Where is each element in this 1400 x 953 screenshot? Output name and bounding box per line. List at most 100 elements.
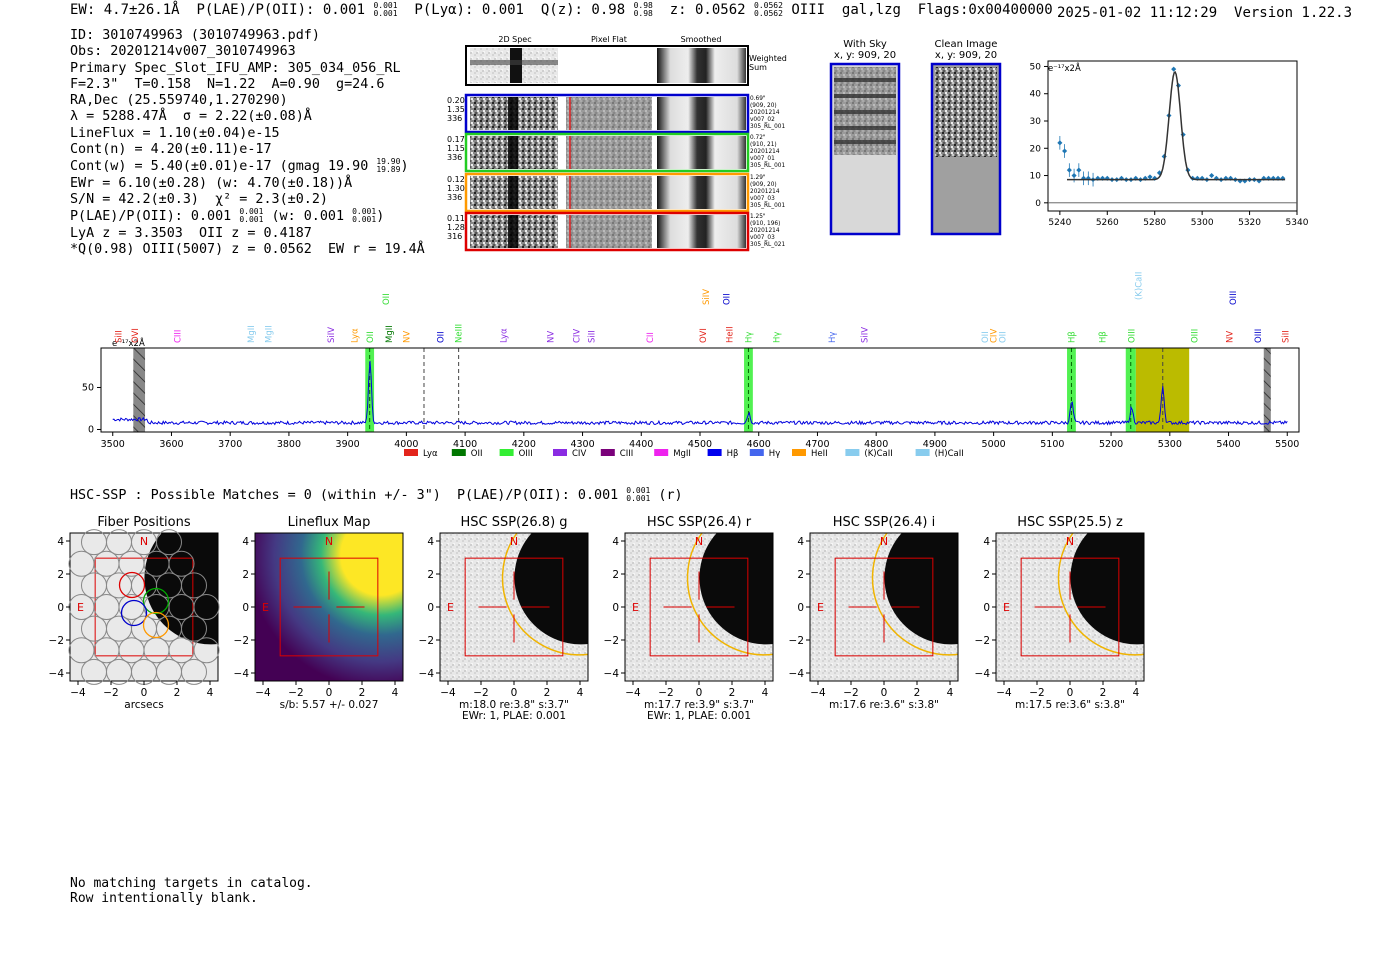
legend-item: Lyα <box>404 449 438 459</box>
panel-title: Lineflux Map <box>288 515 371 530</box>
svg-text:(K)CaII: (K)CaII <box>864 449 892 459</box>
spectrum-xtick-label: 4000 <box>394 439 418 450</box>
east-marker: E <box>817 601 824 614</box>
legend-item: Hβ <box>707 449 738 459</box>
weighted-label-2: Sum <box>749 63 767 72</box>
cutout-row-value: 0.12 <box>447 175 465 184</box>
zoom-fit-curve <box>1067 70 1286 181</box>
hsc-summary: HSC-SSP : Possible Matches = 0 (within +… <box>70 486 683 504</box>
cutout-row-value: 336 <box>447 153 462 162</box>
north-marker: N <box>140 535 148 548</box>
clean-image-title: Clean Image <box>935 39 998 50</box>
spectrum-frame <box>100 347 1300 433</box>
legend-item: MgII <box>654 449 691 459</box>
panel-xtick-label: 0 <box>1067 687 1074 699</box>
weighted-label-1: Weighted <box>749 54 787 63</box>
masked-band <box>1263 348 1271 432</box>
spectrum-ytick-label: 0 <box>88 424 94 435</box>
header-ew: EW: 4.7±26.1Å <box>70 2 180 18</box>
panel-xtick-label: 2 <box>174 687 181 699</box>
cutout-row-value: 1.28 <box>447 223 465 232</box>
north-marker: N <box>695 535 703 548</box>
zoom-data-point <box>1209 172 1215 179</box>
line-id-label: SiII <box>1281 330 1291 343</box>
info-lambda: λ = 5288.47Å σ = 2.22(±0.08)Å <box>70 109 312 125</box>
info-plae: P(LAE)/P(OII): 0.001 0.001 0.001 (w: 0.00… <box>70 207 385 225</box>
detection-info: ID: 3010749963 (3010749963.pdf) Obs: 2020… <box>70 28 425 258</box>
info-params: F=2.3" T=0.158 N=1.22 A=0.90 g=24.6 <box>70 76 385 92</box>
panel-ytick-label: 0 <box>242 602 249 614</box>
cutout-row-value: 0.20 <box>447 96 465 105</box>
with-sky-title: With Sky <box>843 39 887 50</box>
clean-image-coords: x, y: 909, 20 <box>935 50 997 61</box>
east-marker: E <box>77 601 84 614</box>
zoom-data-point <box>1066 163 1072 177</box>
header-qz-range: 0.98 0.98 <box>633 1 653 18</box>
cutout-row-meta: 20201214 <box>750 149 780 155</box>
line-id-label: Lyα <box>499 328 509 343</box>
legend-item: Hγ <box>749 449 780 459</box>
panel-xtick-label: 2 <box>914 687 921 699</box>
panel-xtick-label: 4 <box>1133 687 1140 699</box>
spectrum-xtick-label: 4200 <box>512 439 536 450</box>
cutout-row-meta: v007_02 <box>750 117 775 123</box>
legend-item: (H)CaII <box>915 449 964 459</box>
panel-ytick-label: 4 <box>983 536 990 548</box>
spectrum-ytick-label: 50 <box>82 382 94 393</box>
panel-ytick-label: 0 <box>612 602 619 614</box>
panel-xtick-label: −2 <box>288 687 303 699</box>
zoom-xtick-label: 5340 <box>1286 218 1309 228</box>
panel-caption: m:17.5 re:3.6" s:3.8" <box>1015 699 1125 711</box>
spectrum-xtick-label: 3700 <box>218 439 242 450</box>
line-id-label: MgII <box>247 325 257 343</box>
cutout-row-meta: 1.25" <box>750 214 766 220</box>
header-plae-range: 0.001 0.001 <box>373 1 398 18</box>
panel-ytick-label: 2 <box>242 569 249 581</box>
cutout-header-smoothed: Smoothed <box>681 35 722 44</box>
zoom-ytick-label: 10 <box>1030 172 1042 182</box>
svg-text:Hγ: Hγ <box>769 449 780 459</box>
panel-1: Fiber Positions N E −4 −2 0 2 4 4 2 0 −2 −4 arcsecs <box>49 515 220 711</box>
header-qz: Q(z): 0.98 <box>540 2 626 18</box>
panel-caption-2: EWr: 1, PLAE: 0.001 <box>462 710 566 722</box>
line-id-label: CII <box>646 332 656 343</box>
line-id-label: OII <box>981 331 991 343</box>
cutout-row-meta: (909, 20) <box>750 103 777 109</box>
spectrum-xtick-label: 4900 <box>923 439 947 450</box>
cutout-row-value: 1.15 <box>447 144 465 153</box>
panel-ytick-label: −2 <box>604 635 619 647</box>
cutout-header-pixelflat: Pixel Flat <box>591 35 627 44</box>
header-timestamp: 2025-01-02 11:12:29 Version 1.22.3 <box>1057 5 1352 21</box>
zoom-ytick-label: 40 <box>1030 90 1042 100</box>
spectrum-xtick-label: 5400 <box>1216 439 1240 450</box>
line-id-label: OII <box>366 331 376 343</box>
cutout-row-value: 336 <box>447 114 462 123</box>
legend-item: OII <box>451 449 483 459</box>
panel-xtick-label: −4 <box>996 687 1012 699</box>
header-flags: Flags:0x00400000 <box>917 2 1053 18</box>
panel-ytick-label: −2 <box>234 635 249 647</box>
svg-text:(H)CaII: (H)CaII <box>935 449 964 459</box>
panel-ytick-label: 0 <box>57 602 64 614</box>
panel-title: HSC SSP(25.5) z <box>1017 515 1123 530</box>
info-radec: RA,Dec (25.559740,1.270290) <box>70 93 288 109</box>
panel-ytick-label: −2 <box>49 635 64 647</box>
cutout-row-meta: 20201214 <box>750 110 780 116</box>
cutout-row-meta: 305_RL_021 <box>750 242 785 248</box>
panel-xtick-label: 0 <box>881 687 888 699</box>
panel-title: Fiber Positions <box>97 515 190 530</box>
panel-caption: m:18.0 re:3.8" s:3.7" <box>459 699 569 711</box>
line-id-label: OIII <box>1229 291 1239 305</box>
line-id-label: NV <box>1226 331 1236 343</box>
line-id-label: SiIV <box>702 289 712 305</box>
line-id-label: Hγ <box>772 332 782 343</box>
spectrum-xtick-label: 4100 <box>453 439 477 450</box>
line-id-label: OIII <box>1190 329 1200 343</box>
cutout-header-2dspec: 2D Spec <box>498 35 531 44</box>
header-z-range: 0.0562 0.0562 <box>754 1 783 18</box>
